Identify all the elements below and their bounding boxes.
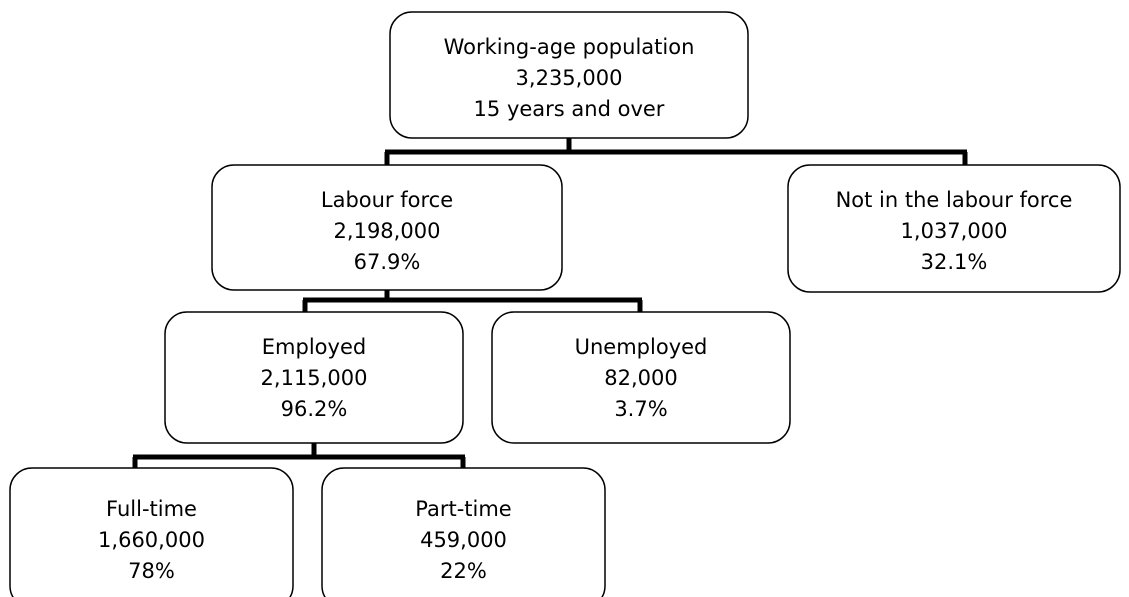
node-box	[787, 164, 1121, 293]
node-text: 15 years and over	[474, 97, 665, 121]
node-text: Unemployed	[575, 335, 708, 359]
node: Unemployed 82,000 3.7%	[491, 311, 791, 444]
node: Working-age population 3,235,000 15 years …	[389, 11, 749, 139]
connectors	[132, 138, 968, 468]
node-text: 3.7%	[614, 397, 667, 421]
node-text: 459,000	[420, 528, 507, 552]
node-box	[389, 11, 749, 139]
node-text: Working-age population	[444, 35, 695, 59]
node-text: 32.1%	[921, 250, 988, 274]
node-text: 1,660,000	[98, 528, 205, 552]
node-box	[164, 311, 464, 444]
node-box	[211, 164, 563, 291]
node-box	[321, 467, 606, 597]
node-text: 1,037,000	[901, 219, 1008, 243]
node-text: 2,198,000	[334, 219, 441, 243]
node-text: Employed	[262, 335, 366, 359]
node-text: 96.2%	[281, 397, 348, 421]
node-box	[9, 467, 294, 597]
node-text: 82,000	[604, 366, 677, 390]
node-text: Full-time	[106, 497, 197, 521]
node-text: 67.9%	[354, 250, 421, 274]
node-text: 78%	[128, 559, 175, 583]
node: Employed 2,115,000 96.2%	[164, 311, 464, 444]
node-text: 3,235,000	[516, 66, 623, 90]
node-text: Not in the labour force	[836, 188, 1073, 212]
node: Labour force 2,198,000 67.9%	[211, 164, 563, 291]
node-text: 22%	[440, 559, 487, 583]
node-text: Part-time	[415, 497, 511, 521]
node: Full-time 1,660,000 78%	[9, 467, 294, 597]
node: Not in the labour force 1,037,000 32.1%	[787, 164, 1121, 293]
node-box	[491, 311, 791, 444]
node: Part-time 459,000 22%	[321, 467, 606, 597]
node-text: 2,115,000	[261, 366, 368, 390]
node-text: Labour force	[321, 188, 453, 212]
